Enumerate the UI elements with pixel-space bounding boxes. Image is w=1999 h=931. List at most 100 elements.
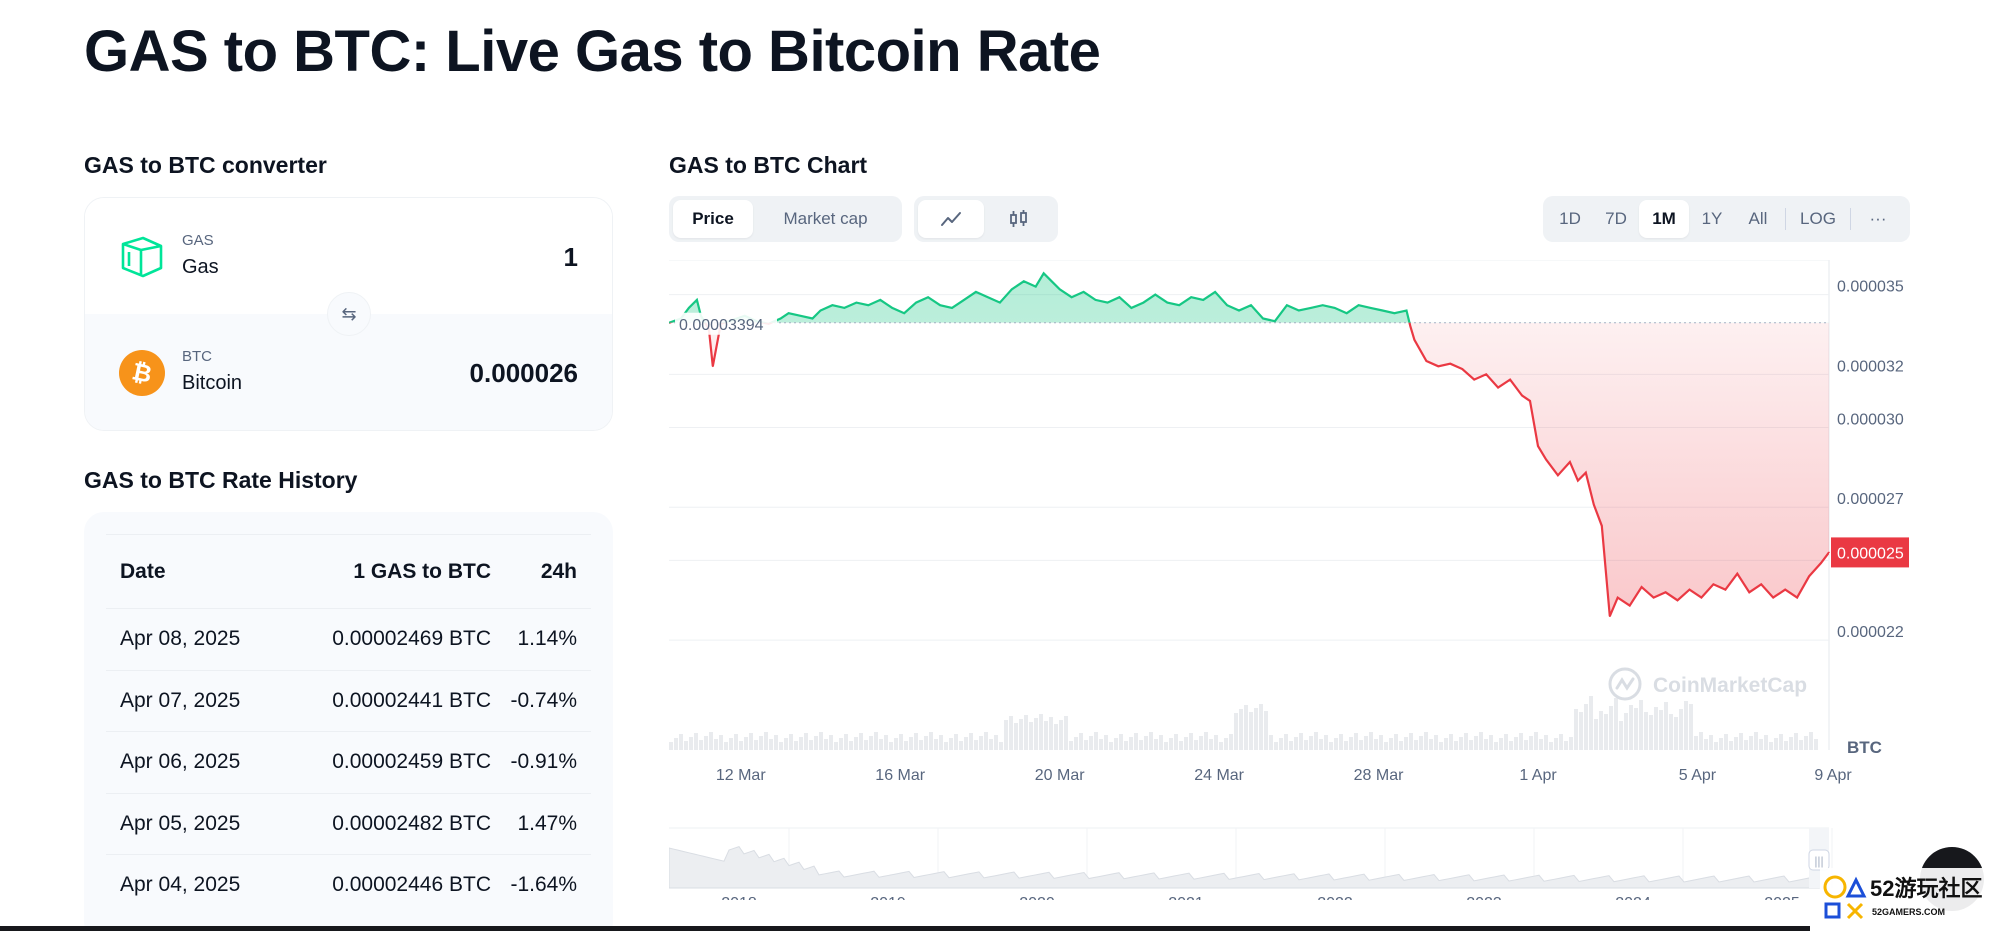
data-point [1130, 307, 1133, 309]
volume-bar [1124, 741, 1128, 750]
volume-bar [1084, 740, 1088, 750]
volume-bar [1479, 732, 1483, 750]
volume-bar [1259, 704, 1263, 750]
volume-bar [914, 733, 918, 750]
range-7d[interactable]: 7D [1605, 209, 1627, 228]
volume-bar [1674, 717, 1678, 750]
volume-bar [749, 733, 753, 750]
tab-market-cap[interactable]: Market cap [783, 209, 868, 228]
volume-bar [1379, 735, 1383, 750]
price-line-down [669, 322, 1829, 617]
range-all[interactable]: All [1748, 209, 1768, 228]
volume-bar [1264, 711, 1268, 750]
volume-bar [809, 740, 813, 750]
data-point [1409, 325, 1412, 328]
volume-bar [784, 738, 788, 750]
data-point [1178, 304, 1180, 306]
swap-button[interactable]: ⇆ [327, 292, 371, 336]
line-view-button[interactable] [918, 200, 984, 238]
overview-year-label: 2024 [1615, 895, 1651, 900]
volume-bar [724, 742, 728, 750]
volume-bar [669, 742, 673, 750]
volume-bar [939, 735, 943, 750]
volume-bar [824, 739, 828, 750]
y-tick-label: 0.000030 [1837, 411, 1904, 428]
row-date: Apr 05, 2025 [120, 811, 241, 835]
volume-bar [709, 732, 713, 750]
volume-bar [859, 733, 863, 750]
y-tick-label: 0.000035 [1837, 279, 1904, 296]
data-point [819, 309, 822, 312]
more-options-button[interactable]: ··· [1869, 209, 1887, 228]
volume-bar [734, 734, 738, 750]
converter-title: GAS to BTC converter [84, 152, 327, 178]
volume-bar [1644, 712, 1648, 750]
range-1d[interactable]: 1D [1559, 209, 1581, 228]
volume-bar [1729, 741, 1733, 750]
x-tick-label: 9 Apr [1814, 767, 1852, 784]
volume-bar [1179, 741, 1183, 750]
volume-bar [1574, 709, 1578, 750]
data-point [1545, 458, 1547, 461]
volume-bar [1359, 740, 1363, 750]
candlestick-view-button[interactable] [984, 200, 1054, 238]
data-point [1190, 296, 1192, 298]
current-price-bg [1831, 537, 1911, 568]
volume-bar [1144, 736, 1148, 750]
overview-year-label: 2023 [1466, 895, 1502, 900]
volume-bar [1599, 711, 1603, 750]
range-1y[interactable]: 1Y [1701, 209, 1723, 228]
volume-bar [1309, 736, 1313, 750]
volume-bar [1304, 740, 1308, 750]
volume-bar [1639, 700, 1643, 750]
data-point [1828, 551, 1830, 554]
to-amount-input[interactable]: 0.000026 [469, 358, 578, 388]
volume-bar [1059, 720, 1063, 750]
price-chart[interactable]: 0.000035 0.000032 0.000030 0.000027 0.000025… [668, 259, 1911, 912]
volume-bar [1664, 702, 1668, 750]
volume-bar [1559, 734, 1563, 750]
x-tick-label: 1 Apr [1519, 767, 1557, 784]
volume-bar [1199, 736, 1203, 750]
data-point [1405, 309, 1408, 312]
volume-bar [1769, 742, 1773, 750]
data-point [1609, 615, 1611, 617]
chart-svg[interactable]: 0.000035 0.000032 0.000030 0.000027 0.000025… [668, 259, 1911, 912]
y-tick-label: 0.000032 [1837, 358, 1904, 375]
from-amount-input[interactable]: 1 [563, 242, 578, 272]
range-1m[interactable]: 1M [1639, 200, 1689, 238]
volume-bar [1054, 724, 1058, 750]
overview-year-label: 2022 [1317, 895, 1353, 900]
volume-bar [1284, 734, 1288, 750]
area-above-baseline [669, 273, 1829, 323]
volume-bar [1794, 733, 1798, 750]
volume-bar [1099, 739, 1103, 750]
data-point [1569, 461, 1571, 463]
volume-bar [1534, 732, 1538, 750]
volume-bar [1669, 714, 1673, 750]
volume-bar [1424, 732, 1428, 750]
tab-price[interactable]: Price [673, 200, 753, 238]
volume-bar [1234, 713, 1238, 750]
volume-bar [794, 741, 798, 750]
volume-bar [1694, 736, 1698, 750]
volume-bar [979, 736, 983, 750]
log-scale-toggle[interactable]: LOG [1800, 209, 1836, 228]
candlestick-icon [1010, 210, 1027, 227]
volume-bar [1039, 714, 1043, 750]
bottom-bar [0, 926, 1810, 931]
history-title: GAS to BTC Rate History [84, 467, 358, 493]
volume-bar [1709, 735, 1713, 750]
volume-bar [1029, 722, 1033, 750]
data-point [1461, 368, 1464, 370]
range-overview[interactable]: 2018 2019 2020 2021 2022 2023 2024 2025 ||| [668, 827, 1833, 912]
volume-bar [1239, 709, 1243, 750]
row-date: Apr 07, 2025 [120, 688, 241, 712]
data-point [1712, 583, 1715, 586]
col-header-change: 24h [540, 559, 577, 583]
volume-bar [884, 735, 888, 750]
to-coin-symbol: BTC [182, 348, 212, 365]
volume-bar [1814, 739, 1818, 750]
data-point [1250, 304, 1252, 306]
svg-text:52游玩社区: 52游玩社区 [1870, 876, 1982, 901]
